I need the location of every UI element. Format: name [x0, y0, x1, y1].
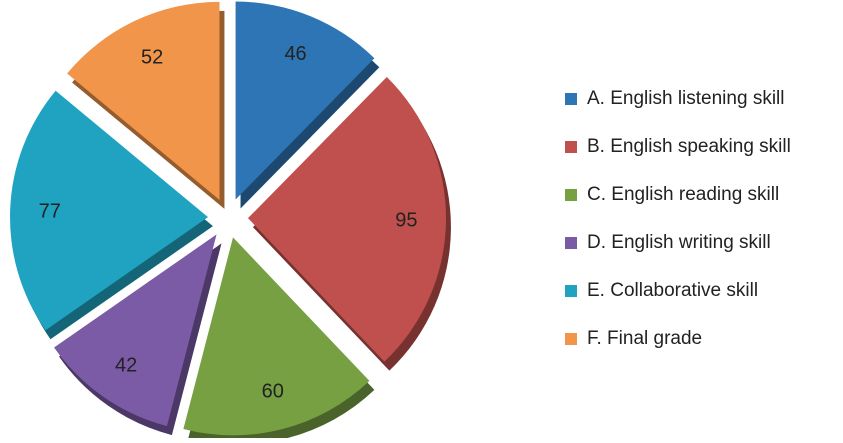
- legend-swatch: [565, 237, 577, 249]
- slice-value-label: 95: [395, 210, 417, 232]
- legend-label: D. English writing skill: [587, 232, 771, 253]
- pie-slice: [67, 1, 220, 200]
- slice-value-label: 42: [115, 354, 137, 376]
- slice-value-label: 77: [39, 200, 61, 222]
- pie-slice: [183, 237, 370, 436]
- legend-label: B. English speaking skill: [587, 136, 791, 157]
- legend-swatch: [565, 189, 577, 201]
- pie-slice: [10, 90, 209, 331]
- pie-slice: [247, 76, 446, 362]
- legend-swatch: [565, 333, 577, 345]
- legend-label: F. Final grade: [587, 328, 702, 349]
- pie-slice: [54, 234, 217, 427]
- legend-swatch: [565, 285, 577, 297]
- slice-value-label: 60: [262, 381, 284, 403]
- legend-swatch: [565, 93, 577, 105]
- pie-slices: 46 95 60 42 77 52: [10, 1, 451, 443]
- legend-label: A. English listening skill: [587, 88, 784, 109]
- slice-value-label: 46: [284, 43, 306, 65]
- pie-slice: [235, 1, 375, 200]
- legend-swatch: [565, 141, 577, 153]
- legend: A. English listening skill B. English spe…: [565, 88, 791, 349]
- legend-label: C. English reading skill: [587, 184, 779, 205]
- slice-value-label: 52: [141, 47, 163, 69]
- legend-label: E. Collaborative skill: [587, 280, 758, 301]
